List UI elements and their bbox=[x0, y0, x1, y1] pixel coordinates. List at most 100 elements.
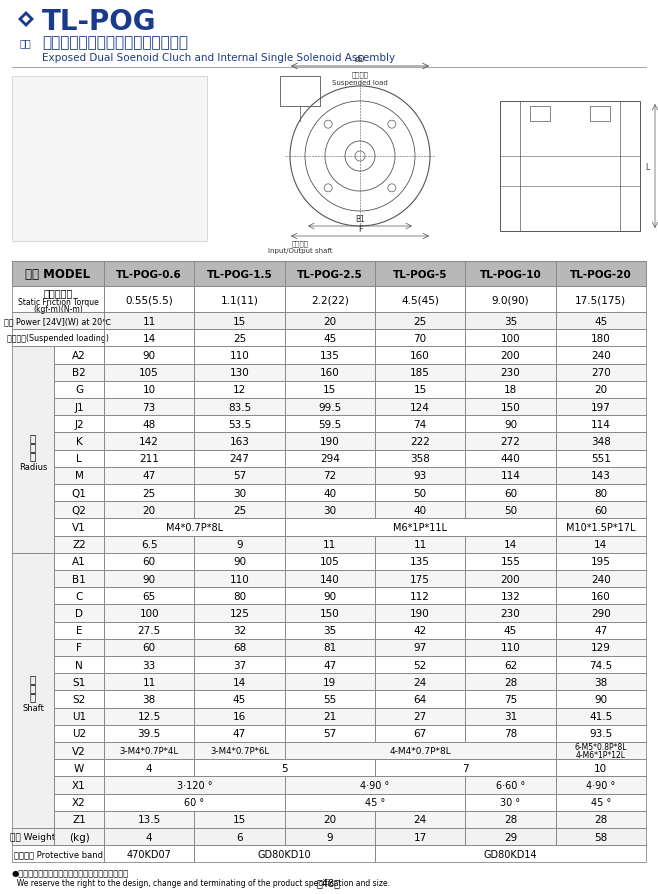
Text: 247: 247 bbox=[230, 453, 249, 464]
Bar bbox=[54, 553, 104, 570]
Text: 25: 25 bbox=[413, 316, 427, 326]
Text: 129: 129 bbox=[591, 643, 611, 653]
Bar bbox=[285, 777, 465, 794]
Text: 向: 向 bbox=[30, 692, 36, 702]
Text: 28: 28 bbox=[504, 677, 517, 687]
Text: 90: 90 bbox=[504, 419, 517, 429]
Bar bbox=[375, 416, 465, 433]
Text: 83.5: 83.5 bbox=[228, 402, 251, 412]
Bar bbox=[285, 691, 375, 708]
Bar bbox=[555, 622, 646, 639]
Text: 35: 35 bbox=[323, 626, 336, 636]
Text: 290: 290 bbox=[591, 608, 611, 619]
Text: U2: U2 bbox=[72, 729, 86, 738]
Bar bbox=[194, 725, 285, 742]
Text: 62: 62 bbox=[504, 660, 517, 670]
Text: 28: 28 bbox=[504, 814, 517, 824]
Bar bbox=[555, 656, 646, 673]
Text: 45: 45 bbox=[504, 626, 517, 636]
Text: 110: 110 bbox=[230, 574, 249, 584]
Bar bbox=[54, 656, 104, 673]
Text: 4·90 °: 4·90 ° bbox=[361, 780, 390, 790]
Text: B1: B1 bbox=[72, 574, 86, 584]
Text: 60 °: 60 ° bbox=[184, 797, 205, 807]
Bar bbox=[194, 382, 285, 399]
Bar bbox=[555, 794, 646, 811]
Bar bbox=[54, 725, 104, 742]
Bar bbox=[285, 502, 375, 519]
Text: Radius: Radius bbox=[19, 462, 47, 471]
Text: 11: 11 bbox=[413, 540, 427, 550]
Bar bbox=[285, 313, 375, 330]
Text: 50: 50 bbox=[414, 488, 427, 498]
Bar bbox=[555, 587, 646, 604]
Text: 5: 5 bbox=[282, 763, 288, 773]
Bar bbox=[194, 287, 285, 313]
Text: 4·90 °: 4·90 ° bbox=[586, 780, 615, 790]
Bar bbox=[285, 536, 375, 553]
Bar bbox=[12, 330, 104, 347]
Bar bbox=[555, 742, 646, 759]
Text: Q2: Q2 bbox=[72, 505, 86, 515]
Text: 悬吹負荷: 悬吹負荷 bbox=[351, 72, 368, 78]
Text: F: F bbox=[76, 643, 82, 653]
Bar bbox=[194, 656, 285, 673]
Text: (kgf-m)(N-m): (kgf-m)(N-m) bbox=[33, 304, 83, 313]
Bar bbox=[285, 639, 375, 656]
Text: 60: 60 bbox=[504, 488, 517, 498]
Bar bbox=[104, 811, 194, 828]
Text: 38: 38 bbox=[143, 695, 156, 704]
Bar bbox=[465, 502, 555, 519]
Text: Shaft: Shaft bbox=[22, 703, 44, 713]
Text: 45: 45 bbox=[594, 316, 607, 326]
Bar bbox=[465, 604, 555, 622]
Bar bbox=[465, 622, 555, 639]
Bar bbox=[375, 262, 465, 287]
Text: 47: 47 bbox=[323, 660, 336, 670]
Bar bbox=[54, 450, 104, 468]
Text: 90: 90 bbox=[323, 591, 336, 601]
Text: (kg): (kg) bbox=[68, 831, 89, 841]
Bar bbox=[54, 347, 104, 364]
Text: 155: 155 bbox=[501, 557, 520, 567]
Text: X1: X1 bbox=[72, 780, 86, 790]
Bar bbox=[194, 313, 285, 330]
Bar bbox=[555, 725, 646, 742]
Text: Suspended load: Suspended load bbox=[332, 80, 388, 86]
Text: 42: 42 bbox=[413, 626, 427, 636]
Text: 73: 73 bbox=[143, 402, 156, 412]
Bar bbox=[555, 777, 646, 794]
Text: 105: 105 bbox=[320, 557, 340, 567]
Text: 35: 35 bbox=[504, 316, 517, 326]
Text: B2: B2 bbox=[72, 367, 86, 378]
Bar bbox=[194, 364, 285, 382]
Bar bbox=[555, 639, 646, 656]
Bar bbox=[555, 347, 646, 364]
Bar bbox=[194, 742, 285, 759]
Text: 3-M4*0.7P*4L: 3-M4*0.7P*4L bbox=[120, 746, 179, 755]
Text: 78: 78 bbox=[504, 729, 517, 738]
Text: 270: 270 bbox=[591, 367, 611, 378]
Text: 135: 135 bbox=[410, 557, 430, 567]
Text: 130: 130 bbox=[230, 367, 249, 378]
Text: 74.5: 74.5 bbox=[589, 660, 613, 670]
Bar bbox=[555, 313, 646, 330]
Text: 3·120 °: 3·120 ° bbox=[176, 780, 212, 790]
Text: 230: 230 bbox=[501, 367, 520, 378]
Text: 272: 272 bbox=[501, 436, 520, 446]
Text: 18: 18 bbox=[504, 385, 517, 395]
Text: 110: 110 bbox=[501, 643, 520, 653]
Bar bbox=[465, 656, 555, 673]
Text: 11: 11 bbox=[323, 540, 336, 550]
Text: 40: 40 bbox=[414, 505, 427, 515]
Bar bbox=[104, 262, 194, 287]
Bar bbox=[285, 287, 375, 313]
Text: Exposed Dual Soenoid Cluch and Internal Single Solenoid Assembly: Exposed Dual Soenoid Cluch and Internal … bbox=[42, 53, 395, 63]
Bar bbox=[54, 587, 104, 604]
Text: －48－: －48－ bbox=[317, 877, 341, 888]
Text: W: W bbox=[74, 763, 84, 773]
Bar bbox=[194, 759, 375, 777]
Bar bbox=[104, 708, 194, 725]
Text: TL-POG-5: TL-POG-5 bbox=[393, 269, 447, 279]
Bar bbox=[194, 502, 285, 519]
